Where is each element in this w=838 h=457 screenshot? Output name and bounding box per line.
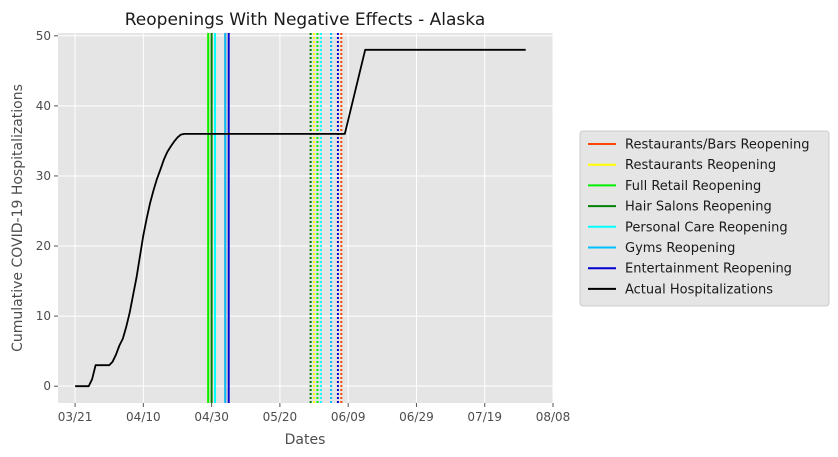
- x-tick-label: 06/09: [331, 410, 366, 424]
- x-tick-label: 06/29: [399, 410, 434, 424]
- y-tick-label: 30: [36, 169, 51, 183]
- y-ticks: 0 10 20 30 40 50: [36, 29, 58, 393]
- y-tick-label: 50: [36, 29, 51, 43]
- y-axis-label: Cumulative COVID-19 Hospitalizations: [10, 84, 26, 352]
- legend-label: Gyms Reopening: [625, 241, 735, 256]
- chart-title: Reopenings With Negative Effects - Alask…: [125, 10, 486, 30]
- legend-label: Personal Care Reopening: [625, 220, 788, 235]
- x-tick-label: 05/20: [263, 410, 298, 424]
- x-ticks: 03/21 04/10 04/30 05/20 06/09 06/29 07/19 08/08: [58, 403, 571, 424]
- x-axis-label: Dates: [285, 432, 326, 448]
- x-tick-label: 08/08: [536, 410, 571, 424]
- x-tick-label: 04/30: [194, 410, 229, 424]
- legend-label: Hair Salons Reopening: [625, 200, 772, 215]
- legend-label: Restaurants Reopening: [625, 158, 776, 173]
- x-tick-label: 03/21: [58, 410, 93, 424]
- grid: [58, 33, 554, 403]
- y-tick-label: 20: [36, 239, 51, 253]
- legend-label: Entertainment Reopening: [625, 262, 792, 277]
- series-lines: [75, 48, 526, 388]
- hospitalizations-line: [75, 48, 526, 388]
- legend: Restaurants/Bars Reopening Restaurants Re…: [579, 130, 830, 307]
- legend-label: Actual Hospitalizations: [625, 282, 773, 297]
- y-tick-label: 0: [43, 379, 51, 393]
- legend-box: [579, 130, 830, 307]
- legend-label: Full Retail Reopening: [625, 179, 761, 194]
- y-tick-label: 10: [36, 309, 51, 323]
- y-tick-label: 40: [36, 99, 51, 113]
- legend-label: Restaurants/Bars Reopening: [625, 138, 809, 153]
- reopening-lines: [207, 33, 343, 403]
- x-tick-label: 04/10: [126, 410, 161, 424]
- plot-background: [58, 33, 553, 403]
- x-tick-label: 07/19: [467, 410, 502, 424]
